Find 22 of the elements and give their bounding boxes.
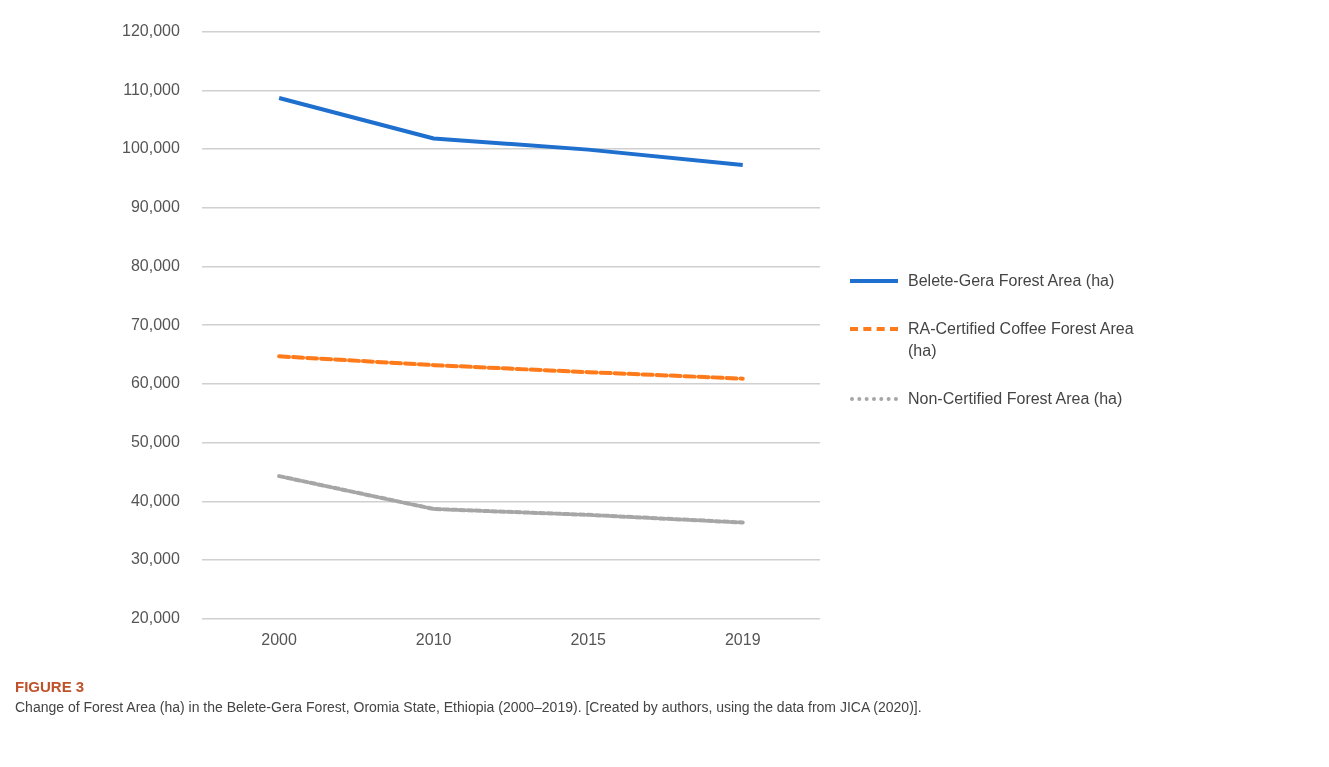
y-tick-label: 110,000 — [123, 80, 180, 98]
line-series — [277, 354, 745, 381]
x-tick-label: 2019 — [724, 630, 761, 648]
y-tick-label: 20,000 — [130, 609, 180, 627]
y-tick-label: 60,000 — [130, 374, 180, 392]
y-tick-label: 120,000 — [121, 22, 180, 40]
legend-label: Non-Certified Forest Area (ha) — [908, 389, 1124, 409]
y-tick-label: 80,000 — [130, 256, 180, 274]
x-tick-label: 2000 — [261, 630, 297, 648]
y-tick-label: 100,000 — [121, 139, 180, 157]
text: FIGURE 3 — [15, 678, 86, 695]
line-series — [277, 474, 745, 525]
y-tick-label: 50,000 — [130, 433, 180, 451]
x-tick-label: 2015 — [570, 630, 607, 648]
y-tick-label: 90,000 — [130, 198, 180, 216]
y-tick-label: 40,000 — [130, 491, 180, 509]
legend-label: RA-Certified Coffee Forest Area (ha) — [908, 319, 1135, 361]
y-tick-label: 30,000 — [130, 550, 180, 568]
legend-label: Belete-Gera Forest Area (ha) — [908, 271, 1116, 291]
x-tick-label: 2010 — [415, 630, 452, 648]
text: Change of Forest Area (ha) in the Belete-Gera Forest, Oromia State, Ethiopia (2000–2019). [Created by authors, using the data from JICA (2020)]. — [15, 699, 923, 715]
y-tick-label: 70,000 — [130, 315, 180, 333]
